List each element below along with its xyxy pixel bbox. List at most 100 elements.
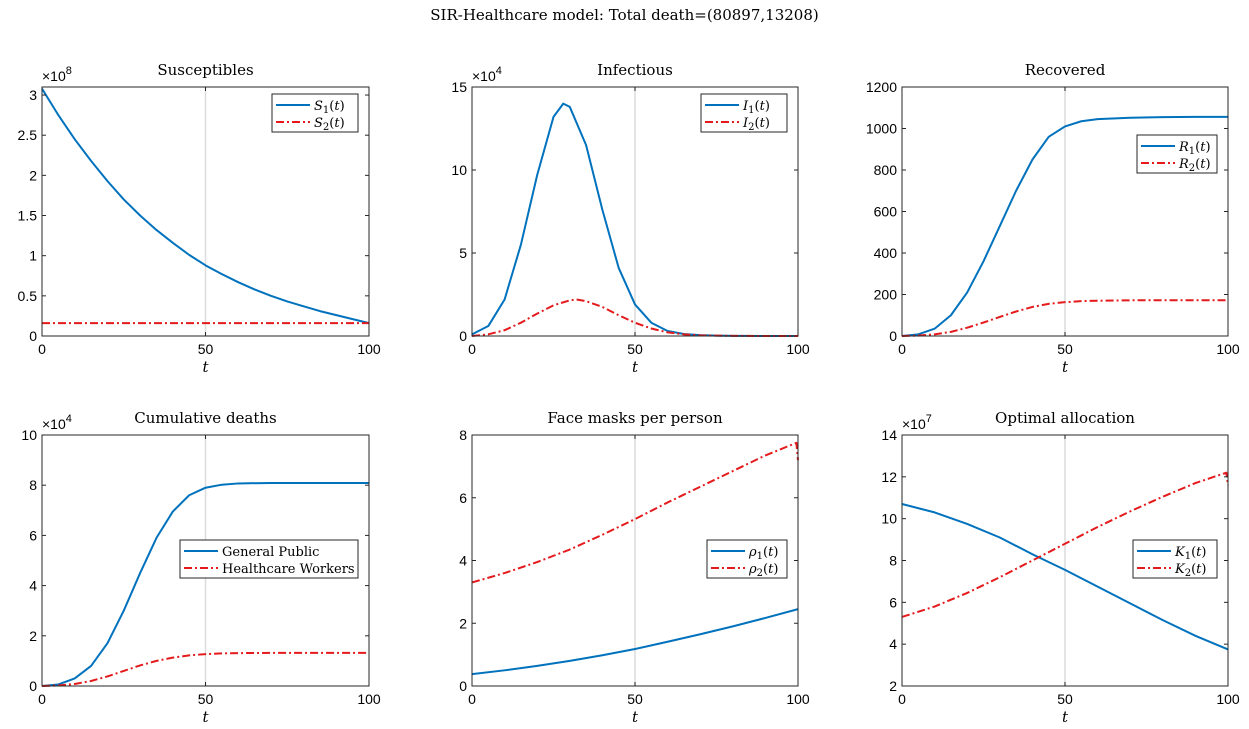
subplot-title: Infectious: [597, 61, 673, 79]
y-tick-label: 800: [874, 162, 898, 178]
series-line-1: [901, 503, 1229, 651]
legend-box: [1136, 134, 1218, 174]
legend-label: S2(t): [314, 116, 345, 133]
subplot-2: 0 50 100 0 5 10 15 ×104 Infectious t I1(t)I2(t): [451, 61, 809, 376]
x-tick-label: 100: [1216, 341, 1240, 357]
y-tick-label: 0: [29, 678, 37, 694]
y-tick-label: 10: [21, 427, 37, 443]
legend-label: K1(t): [1174, 545, 1206, 562]
y-tick-label: 4: [459, 553, 467, 569]
x-tick-label: 50: [198, 341, 214, 357]
subplot-1: 0 50 100 0 0.5 1 1.5 2 2.5 3 ×108 Susceptibles t S1(t…: [18, 61, 381, 376]
x-tick-label: 50: [1057, 341, 1073, 357]
legend-label: K2(t): [1174, 562, 1206, 579]
legend-box: [271, 93, 359, 133]
y-scale-multiplier: ×104: [42, 413, 72, 432]
legend: ρ1(t)ρ2(t): [706, 539, 788, 579]
x-tick-label: 0: [38, 341, 46, 357]
legend-label: S1(t): [314, 99, 345, 116]
y-tick-label: 3: [29, 87, 37, 103]
x-tick-label: 50: [1057, 691, 1073, 707]
legend: R1(t)R2(t): [1136, 134, 1218, 174]
x-tick-label: 0: [38, 691, 46, 707]
y-tick-label: 8: [29, 477, 37, 493]
x-tick-label: 0: [898, 341, 906, 357]
y-tick-label: 10: [881, 511, 897, 527]
y-tick-label: 1.5: [18, 208, 38, 224]
legend-label: ρ2(t): [748, 562, 778, 579]
y-tick-label: 2: [459, 615, 467, 631]
x-tick-label: 100: [357, 691, 381, 707]
legend-label: ρ1(t): [748, 545, 778, 562]
y-tick-label: 0: [29, 328, 37, 344]
subplot-6: 0 50 100 2 4 6 8 10 12 14 ×107 Optimal allocation t K…: [881, 409, 1239, 726]
y-tick-label: 600: [874, 204, 898, 220]
y-tick-label: 200: [874, 287, 898, 303]
subplot-4: 0 50 100 0 2 4 6 8 10 ×104 Cumulative deaths t Gener…: [21, 409, 380, 726]
legend-label: R1(t): [1178, 140, 1211, 157]
y-tick-label: 15: [451, 79, 467, 95]
subplot-title: Optimal allocation: [995, 409, 1135, 427]
x-tick-label: 100: [1216, 691, 1240, 707]
legend-label: General Public: [222, 545, 319, 560]
y-tick-label: 6: [459, 490, 467, 506]
legend-box: [706, 539, 788, 579]
x-axis-label: t: [202, 358, 209, 376]
y-tick-label: 0: [889, 328, 897, 344]
x-axis-label: t: [202, 708, 209, 726]
y-tick-label: 14: [881, 427, 897, 443]
series-line-2: [41, 651, 369, 687]
y-tick-label: 12: [881, 469, 897, 485]
subplot-title: Cumulative deaths: [134, 409, 277, 427]
series-line-2: [471, 441, 799, 584]
subplot-title: Susceptibles: [157, 61, 253, 79]
x-axis-label: t: [1062, 358, 1069, 376]
y-tick-label: 4: [29, 578, 37, 594]
x-tick-label: 0: [468, 691, 476, 707]
y-tick-label: 8: [459, 427, 467, 443]
y-tick-label: 2.5: [18, 127, 38, 143]
x-tick-label: 100: [786, 341, 810, 357]
legend-label: I1(t): [742, 99, 770, 116]
subplot-title: Recovered: [1025, 61, 1106, 79]
legend: General Public Healthcare Workers: [179, 539, 359, 579]
y-tick-label: 1200: [866, 79, 897, 95]
x-tick-label: 100: [786, 691, 810, 707]
subplot-title: Face masks per person: [547, 409, 723, 427]
y-scale-multiplier: ×104: [472, 65, 502, 84]
subplot-3: 0 50 100020040060080010001200RecoveredtR1(…: [866, 61, 1240, 376]
legend-box: [1132, 539, 1218, 579]
x-tick-label: 100: [357, 341, 381, 357]
legend: I1(t)I2(t): [700, 93, 788, 133]
y-tick-label: 6: [889, 594, 897, 610]
legend-label: I2(t): [742, 116, 770, 133]
legend-label: Healthcare Workers: [222, 562, 355, 577]
y-tick-label: 8: [889, 553, 897, 569]
series-line-2: [901, 299, 1228, 337]
legend-box: [179, 539, 359, 579]
y-tick-label: 0: [459, 678, 467, 694]
y-tick-label: 6: [29, 527, 37, 543]
series-line-1: [901, 115, 1228, 337]
y-scale-multiplier: ×107: [902, 413, 932, 432]
y-tick-label: 2: [889, 678, 897, 694]
series-line-2: [901, 471, 1229, 618]
y-tick-label: 2: [29, 167, 37, 183]
legend: K1(t)K2(t): [1132, 539, 1218, 579]
y-tick-label: 4: [889, 636, 897, 652]
y-tick-label: 0: [459, 328, 467, 344]
x-tick-label: 50: [627, 341, 643, 357]
legend: S1(t)S2(t): [271, 93, 359, 133]
subplot-5: 0 50 100 0 2 4 6 8 Face masks per person t ρ1(t)ρ2…: [459, 409, 810, 726]
series-line-1: [41, 88, 370, 325]
y-tick-label: 0.5: [18, 288, 38, 304]
figure-title: SIR-Healthcare model: Total death=(80897…: [430, 6, 819, 24]
y-tick-label: 2: [29, 628, 37, 644]
legend-box: [700, 93, 788, 133]
y-tick-label: 1000: [866, 121, 897, 137]
x-axis-label: t: [1062, 708, 1069, 726]
x-tick-label: 50: [627, 691, 643, 707]
series-line-2: [471, 298, 798, 337]
y-tick-label: 5: [459, 245, 467, 261]
